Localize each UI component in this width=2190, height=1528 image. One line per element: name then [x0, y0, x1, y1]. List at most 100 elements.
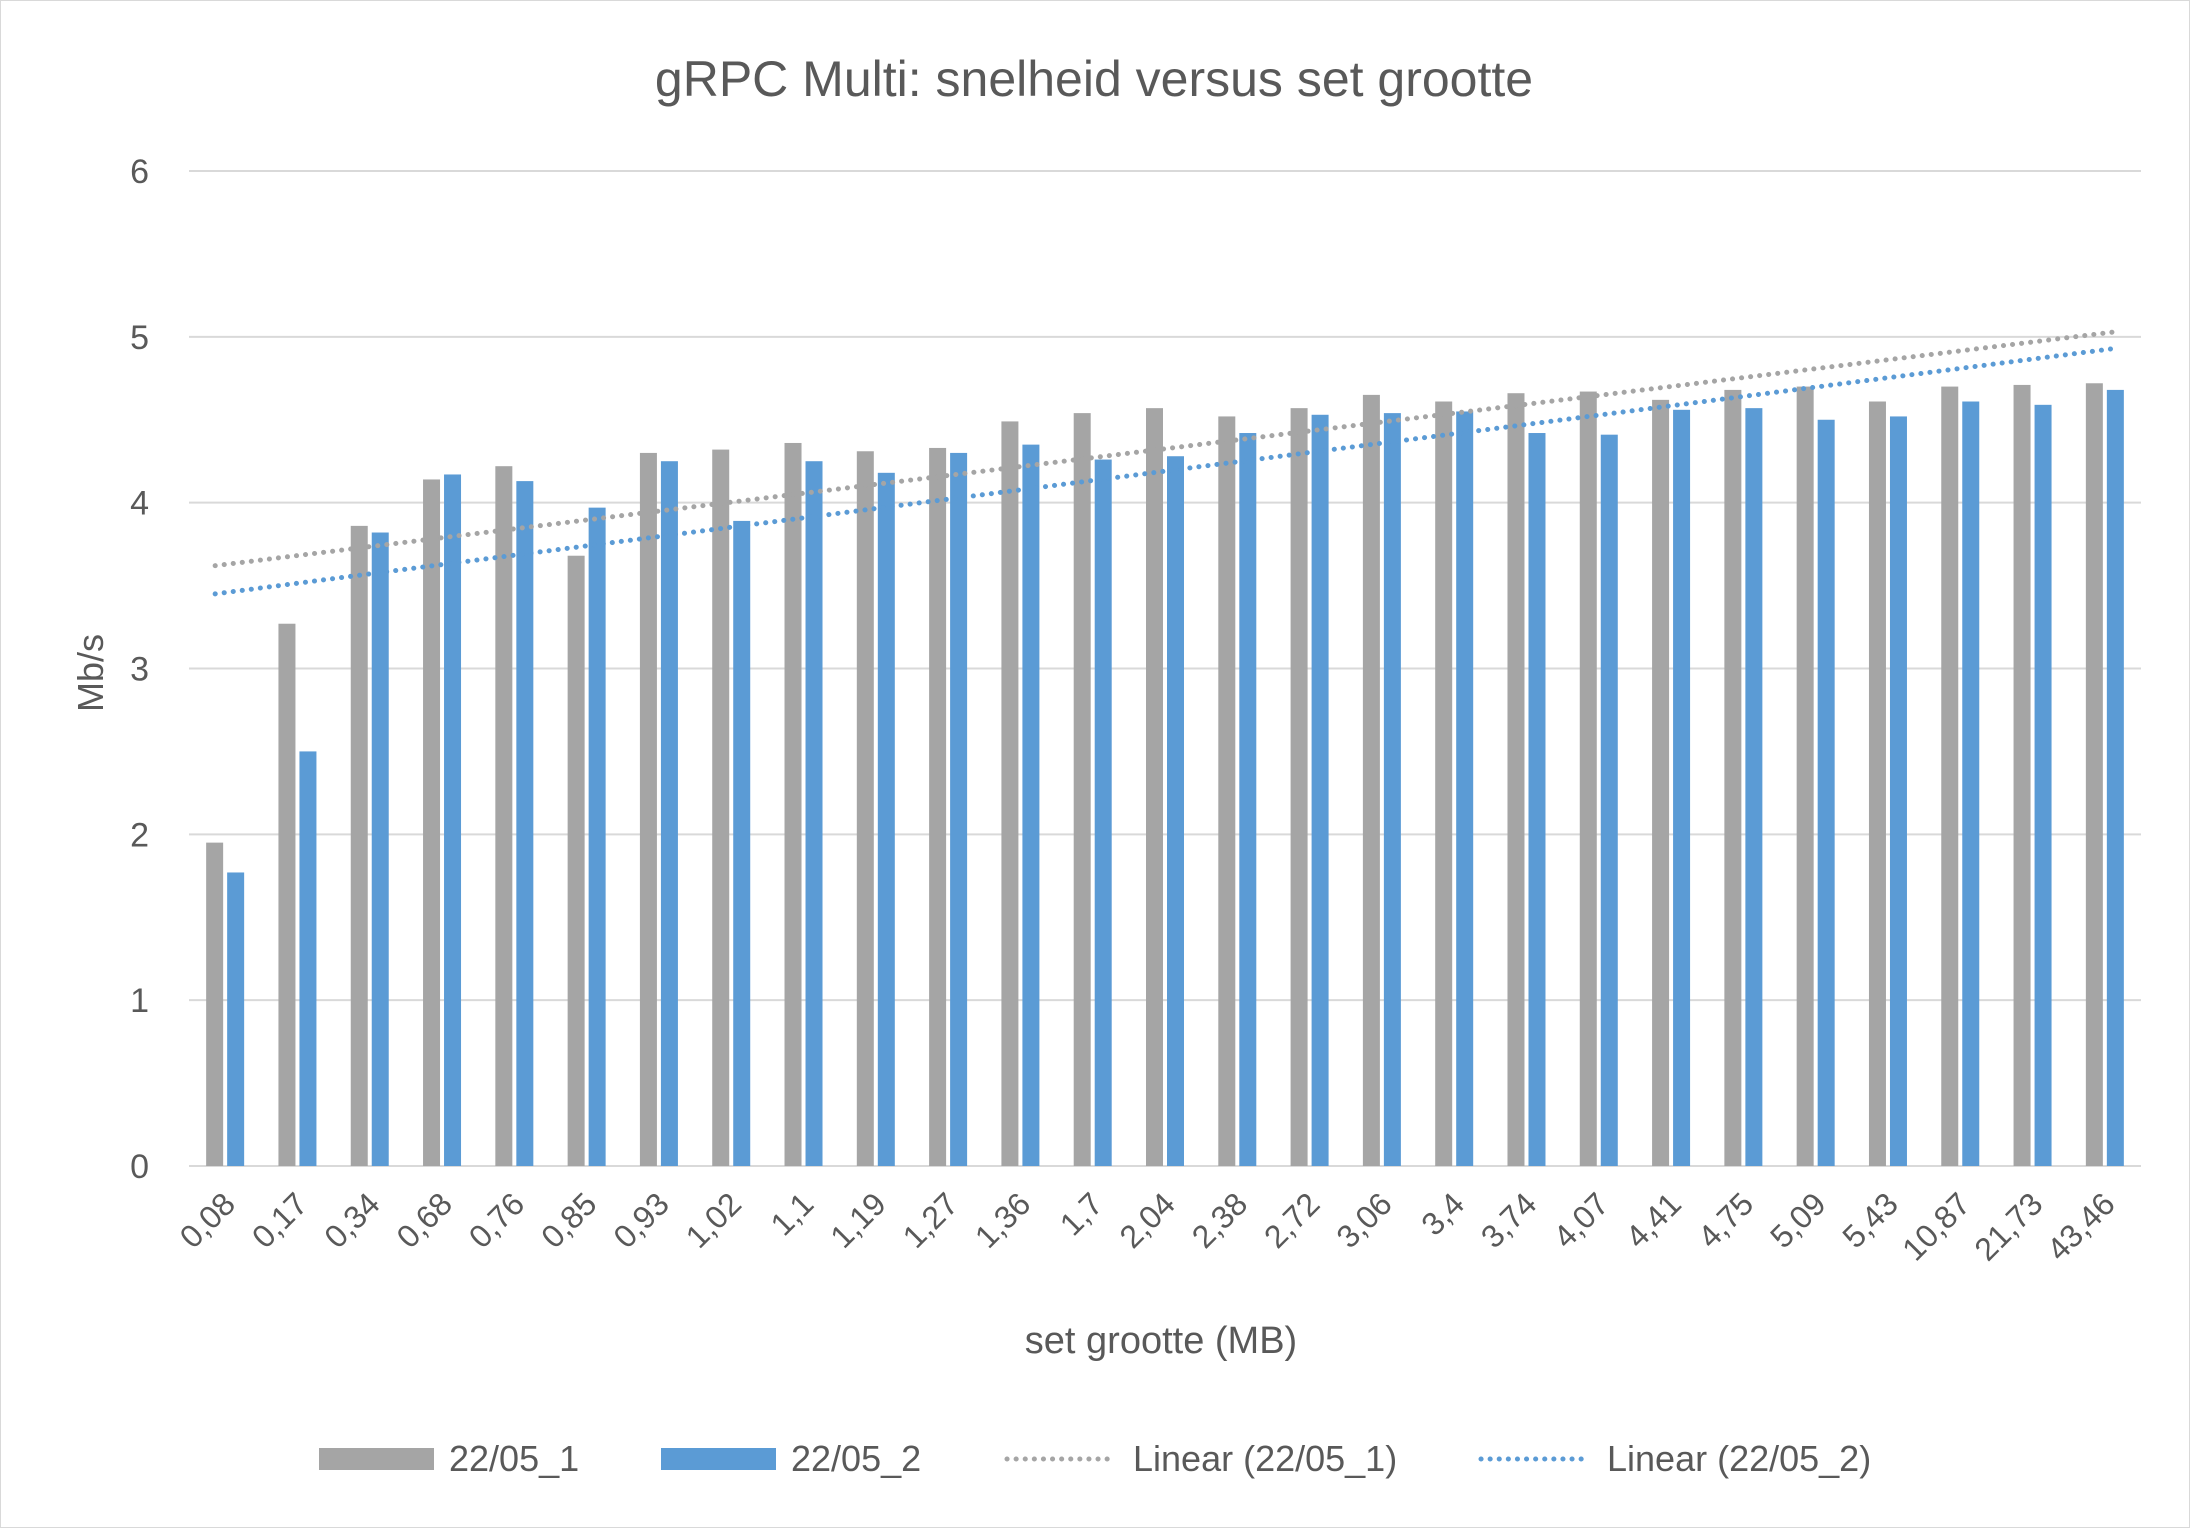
x-tick-label: 3,06 — [1329, 1185, 1398, 1254]
chart-title: gRPC Multi: snelheid versus set grootte — [655, 51, 1533, 107]
bar-1 — [1073, 413, 1091, 1166]
legend-label: 22/05_2 — [791, 1438, 921, 1479]
bar-1 — [1507, 393, 1525, 1166]
trendline-2 — [212, 345, 2118, 597]
x-tick-label: 2,72 — [1257, 1185, 1326, 1254]
x-tick-label: 1,27 — [896, 1185, 965, 1254]
bar-2 — [1239, 433, 1257, 1166]
bar-1 — [1652, 399, 1670, 1167]
x-tick-label: 0,76 — [462, 1185, 531, 1254]
bar-1 — [784, 442, 802, 1166]
bar-1 — [567, 555, 585, 1166]
bar-2 — [1817, 419, 1835, 1166]
bar-2 — [1094, 459, 1112, 1166]
x-tick-label: 43,46 — [2040, 1185, 2122, 1267]
x-tick-label: 10,87 — [1895, 1185, 1977, 1267]
bar-2 — [227, 872, 245, 1166]
x-tick-label: 1,1 — [764, 1185, 821, 1242]
bar-1 — [2013, 384, 2031, 1166]
bars — [206, 383, 2124, 1167]
x-tick-label: 1,02 — [679, 1185, 748, 1254]
bar-1 — [278, 623, 296, 1166]
bar-1 — [495, 466, 513, 1166]
legend-swatch — [661, 1448, 776, 1470]
bar-1 — [1579, 391, 1597, 1166]
y-tick-label: 0 — [130, 1148, 149, 1186]
x-tick-label: 0,34 — [317, 1185, 386, 1254]
x-tick-label: 1,36 — [968, 1185, 1037, 1254]
trendlines — [212, 329, 2118, 597]
y-tick-label: 5 — [130, 319, 149, 357]
bar-2 — [805, 461, 823, 1166]
bar-2 — [1889, 416, 1907, 1166]
x-tick-label: 2,04 — [1112, 1185, 1181, 1254]
bar-1 — [1001, 421, 1019, 1166]
bar-1 — [1941, 386, 1959, 1166]
x-tick-label: 1,19 — [823, 1185, 892, 1254]
bar-1 — [1362, 394, 1380, 1166]
y-tick-labels: 0 1 2 3 4 5 6 — [130, 153, 149, 1186]
bar-1 — [1435, 401, 1453, 1167]
y-tick-label: 1 — [130, 982, 149, 1020]
bar-1 — [1868, 401, 1886, 1167]
x-tick-label: 1,7 — [1053, 1185, 1110, 1242]
x-tick-label: 4,41 — [1619, 1185, 1688, 1254]
bar-2 — [660, 461, 678, 1166]
bar-1 — [929, 447, 947, 1167]
y-tick-label: 3 — [130, 651, 149, 689]
bar-2 — [1311, 414, 1329, 1166]
x-tick-label: 0,17 — [245, 1185, 314, 1254]
bar-2 — [877, 472, 895, 1167]
bar-2 — [733, 520, 751, 1166]
bar-1 — [1724, 389, 1742, 1166]
x-tick-label: 0,08 — [173, 1185, 242, 1254]
bar-1 — [1796, 386, 1814, 1166]
bar-1 — [639, 452, 657, 1167]
legend-label: Linear (22/05_1) — [1133, 1438, 1397, 1479]
x-tick-labels: 0,08 0,17 0,34 0,68 0,76 0,85 0,93 1,02 1,1 1,19 1… — [173, 1185, 2122, 1267]
bar-2 — [1745, 408, 1763, 1166]
x-tick-label: 0,85 — [534, 1185, 603, 1254]
x-tick-label: 0,93 — [606, 1185, 675, 1254]
y-tick-label: 2 — [130, 816, 149, 854]
bar-2 — [1962, 401, 1980, 1167]
x-tick-label: 2,38 — [1185, 1185, 1254, 1254]
bar-2 — [2106, 389, 2124, 1166]
y-tick-label: 6 — [130, 153, 149, 191]
gridlines — [189, 170, 2141, 1167]
bar-2 — [371, 532, 389, 1166]
x-tick-label: 3,74 — [1474, 1185, 1543, 1254]
bar-2 — [1022, 444, 1040, 1166]
bar-2 — [1528, 433, 1546, 1166]
bar-2 — [516, 481, 534, 1166]
bar-1 — [350, 525, 368, 1166]
bar-1 — [423, 479, 441, 1166]
bar-1 — [1146, 408, 1163, 1166]
bar-2 — [2034, 404, 2052, 1166]
bar-1 — [856, 451, 874, 1167]
x-tick-label: 4,07 — [1546, 1185, 1615, 1254]
bar-1 — [2085, 383, 2103, 1166]
x-tick-label: 0,68 — [389, 1185, 458, 1254]
x-tick-label: 5,43 — [1835, 1185, 1904, 1254]
bar-2 — [950, 452, 968, 1167]
bar-2 — [1673, 409, 1691, 1166]
bar-2 — [444, 474, 462, 1167]
bar-1 — [712, 449, 730, 1167]
bar-1 — [206, 842, 224, 1166]
x-tick-label: 4,75 — [1691, 1185, 1760, 1254]
legend-label: 22/05_1 — [449, 1438, 579, 1479]
x-tick-label: 21,73 — [1967, 1185, 2049, 1267]
x-tick-label: 5,09 — [1763, 1185, 1832, 1254]
bar-1 — [1218, 416, 1236, 1166]
legend-swatch — [319, 1448, 434, 1470]
bar-2 — [1383, 413, 1401, 1166]
bar-2 — [299, 751, 317, 1166]
bar-2 — [1456, 411, 1474, 1166]
x-axis-label: set grootte (MB) — [1025, 1320, 1297, 1362]
bar-1 — [1290, 408, 1308, 1166]
x-tick-label: 3,4 — [1414, 1185, 1471, 1242]
bar-2 — [1167, 456, 1184, 1166]
